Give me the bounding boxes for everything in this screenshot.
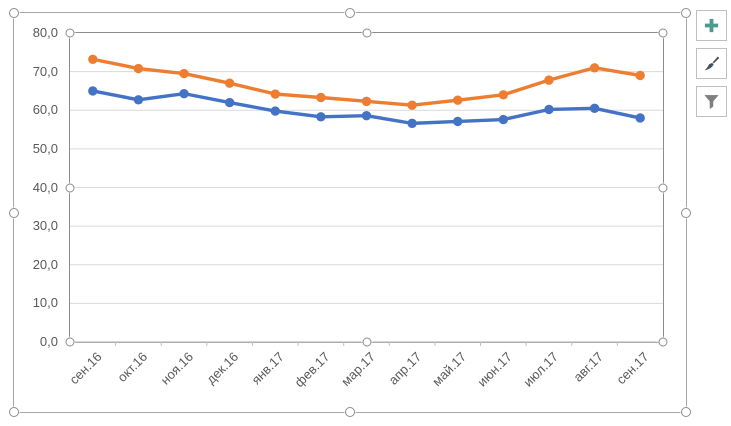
x-axis-tick-label: авг.17 (570, 349, 607, 385)
chart-styles-button[interactable] (696, 48, 727, 79)
chart-selection-handle[interactable] (345, 407, 355, 417)
series-orange-marker[interactable] (589, 63, 600, 73)
x-axis-tick-label: янв.17 (248, 349, 287, 388)
series-blue-marker[interactable] (224, 97, 235, 108)
chart-selection-handle[interactable] (9, 8, 19, 18)
y-axis-tick-label: 0,0 (39, 334, 58, 349)
paintbrush-icon (702, 54, 721, 73)
y-axis-tick-label: 20,0 (32, 256, 58, 272)
series-blue-marker[interactable] (498, 114, 509, 125)
y-axis-tick-label: 50,0 (32, 140, 58, 156)
series-blue-marker[interactable] (635, 113, 645, 123)
series-orange-marker[interactable] (88, 54, 98, 64)
series-blue-marker[interactable] (270, 106, 280, 116)
x-axis-tick-label: окт.16 (114, 349, 151, 385)
series-orange-marker[interactable] (407, 100, 417, 110)
series-blue-marker[interactable] (361, 110, 372, 121)
chart-object[interactable]: 0,0 10,0 20,0 30,0 40,0 50,0 60,0 70,0 80,0 сен.… (9, 8, 691, 417)
x-axis-tick-label: дек.16 (203, 349, 242, 387)
chart-selection-handle[interactable] (681, 8, 691, 18)
series-blue-marker[interactable] (453, 116, 463, 127)
series-orange-marker[interactable] (179, 68, 189, 79)
y-axis-tick-label: 40,0 (32, 179, 58, 195)
series-orange-marker[interactable] (498, 90, 509, 100)
series-blue-marker[interactable] (407, 118, 417, 129)
x-axis-tick-label: июл.17 (519, 349, 561, 390)
x-axis-tick-label: фев.17 (291, 349, 333, 390)
y-axis-tick-label: 70,0 (32, 63, 58, 79)
series-orange-marker[interactable] (544, 75, 554, 85)
x-axis-tick-label: сен.17 (613, 349, 652, 388)
chart-elements-button[interactable] (696, 10, 727, 41)
y-axis-tick-label: 60,0 (32, 102, 58, 118)
chart-selection-handle[interactable] (681, 207, 691, 218)
filter-icon (702, 92, 721, 111)
chart-selection-handle[interactable] (681, 407, 691, 417)
chart-selection-handle[interactable] (9, 407, 19, 417)
series-blue-marker[interactable] (316, 112, 326, 122)
plus-icon (703, 17, 720, 34)
plot-selection-handle[interactable] (362, 28, 371, 38)
series-orange-marker[interactable] (361, 96, 372, 107)
y-axis-tick-label: 80,0 (32, 25, 58, 40)
chart-selection-handle[interactable] (345, 8, 355, 18)
x-axis-tick-label: мар.17 (338, 349, 379, 389)
series-orange-marker[interactable] (316, 92, 326, 103)
series-blue-marker[interactable] (544, 104, 554, 115)
series-blue-marker[interactable] (133, 95, 144, 105)
plot-selection-handle[interactable] (65, 183, 75, 192)
x-axis-tick-label: июн.17 (474, 349, 515, 390)
series-blue-marker[interactable] (589, 103, 600, 114)
plot-svg (69, 54, 664, 346)
plot-selection-handle[interactable] (65, 337, 75, 347)
series-orange-marker[interactable] (635, 70, 645, 81)
y-axis-tick-label: 30,0 (32, 218, 58, 234)
series-orange-marker[interactable] (453, 95, 463, 105)
x-axis-tick-label: апр.17 (385, 349, 424, 388)
series-orange-marker[interactable] (133, 63, 144, 74)
series-orange-marker[interactable] (224, 78, 235, 88)
plot-selection-handle[interactable] (658, 337, 668, 347)
series-blue-marker[interactable] (88, 86, 98, 96)
plot-selection-handle[interactable] (362, 337, 371, 347)
series-orange-marker[interactable] (270, 89, 280, 99)
plot-selection-handle[interactable] (658, 183, 668, 192)
chart-tools-flyout (696, 10, 730, 117)
chart-filters-button[interactable] (696, 86, 727, 117)
y-axis-tick-label: 10,0 (32, 295, 58, 311)
x-axis-tick-label: май.17 (429, 349, 470, 389)
plot-area[interactable] (65, 28, 668, 347)
plot-selection-handle[interactable] (658, 28, 668, 38)
x-axis-tick-label: ноя.16 (157, 349, 196, 388)
x-axis-tick-label: сен.16 (66, 349, 105, 388)
series-blue-marker[interactable] (179, 88, 189, 99)
chart-selection-handle[interactable] (9, 207, 19, 218)
plot-selection-handle[interactable] (65, 28, 75, 38)
